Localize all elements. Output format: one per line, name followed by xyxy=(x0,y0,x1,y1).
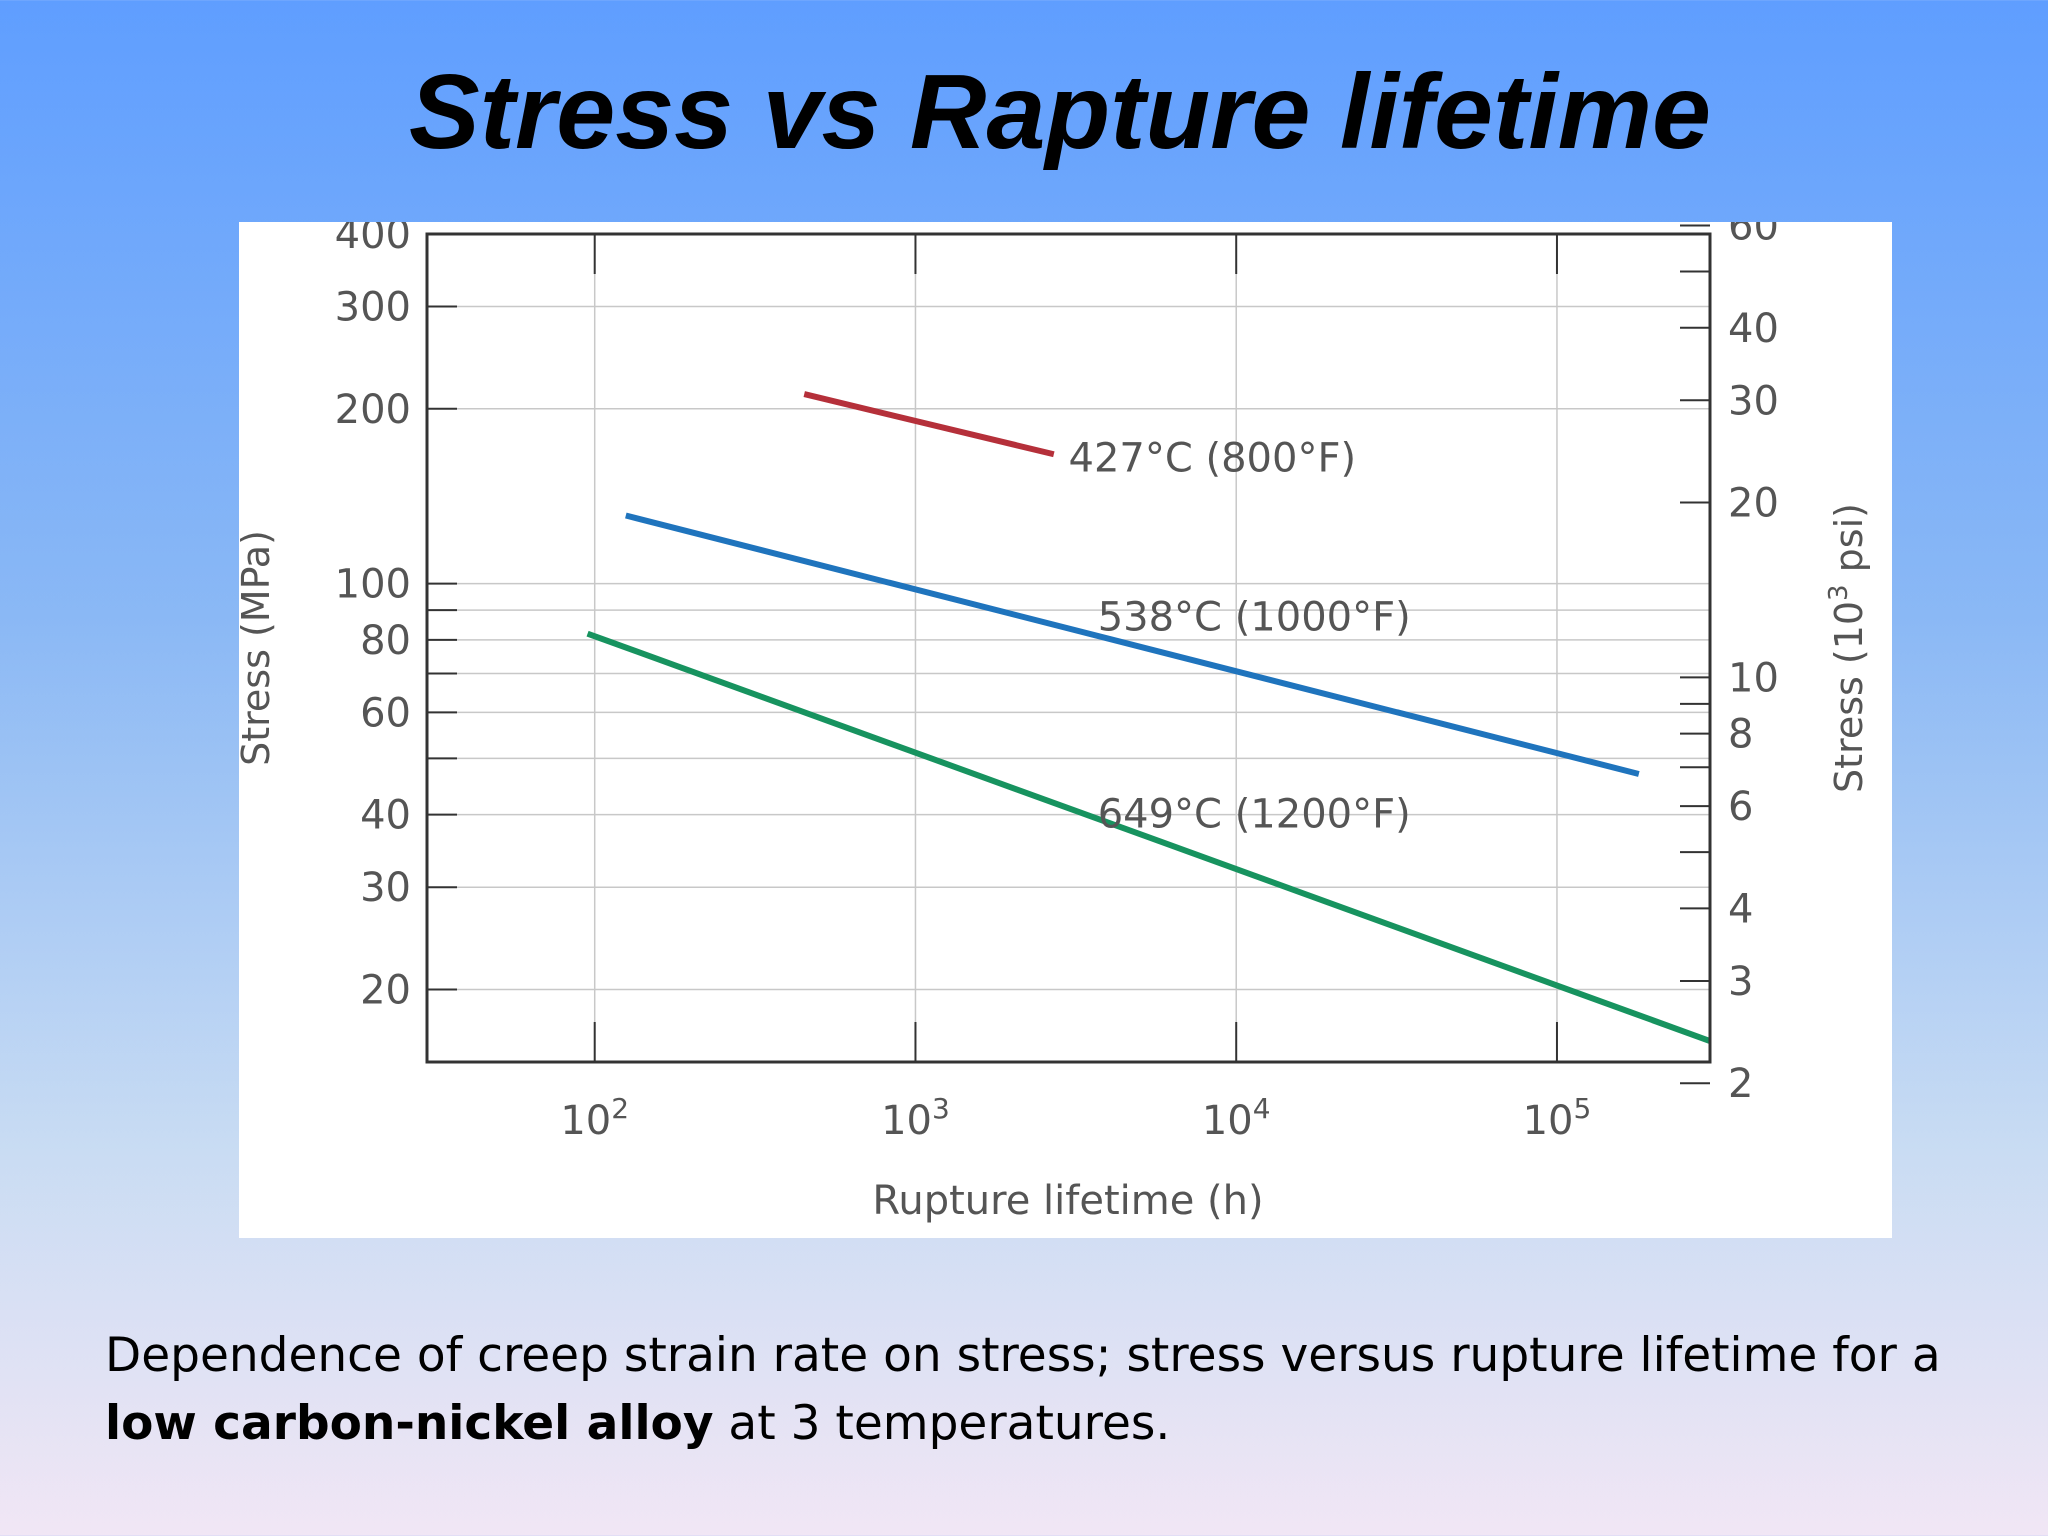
y-axis-label-right-sup: 3 xyxy=(1824,584,1854,601)
plot-frame xyxy=(425,232,1712,1064)
x-axis-label: Rupture lifetime (h) xyxy=(872,1178,1263,1224)
series-annotation: 427°C (800°F) xyxy=(1069,435,1357,481)
y-right-tick-label: 2 xyxy=(1728,1061,1753,1107)
y-left-tick-label: 300 xyxy=(335,285,411,331)
caption-text-2: at 3 temperatures. xyxy=(713,1396,1171,1451)
y-right-tick-label: 4 xyxy=(1728,886,1753,932)
x-tick-label: 104 xyxy=(1202,1092,1271,1145)
y-right-tick-label: 10 xyxy=(1728,655,1779,701)
y-right-tick-label: 6 xyxy=(1728,784,1753,830)
y-left-tick-label: 200 xyxy=(335,387,411,433)
y-right-tick-label: 3 xyxy=(1728,959,1753,1005)
y-left-tick-label: 60 xyxy=(360,690,411,736)
y-left-tick-label: 100 xyxy=(335,562,411,608)
series-line xyxy=(586,630,1712,1044)
y-axis-label-right-suffix: psi) xyxy=(1827,503,1871,584)
series-line xyxy=(625,512,1640,777)
series-annotation: 649°C (1200°F) xyxy=(1098,792,1411,838)
y-right-tick-label: 20 xyxy=(1728,481,1779,527)
caption-text-1: Dependence of creep strain rate on stres… xyxy=(105,1328,1941,1383)
axis-ticks xyxy=(427,224,1710,1085)
y-left-tick-label: 80 xyxy=(360,618,411,664)
y-left-tick-label: 30 xyxy=(360,865,411,911)
x-tick-label: 102 xyxy=(560,1092,629,1145)
y-axis-label-left: Stress (MPa) xyxy=(239,530,278,766)
y-axis-label-right: Stress (103 psi) xyxy=(1824,503,1871,793)
y-right-tick-label: 30 xyxy=(1728,378,1779,424)
gridlines xyxy=(427,233,1710,1062)
x-tick-label: 103 xyxy=(881,1092,950,1145)
y-right-tick-label: 40 xyxy=(1728,306,1779,352)
y-left-tick-label: 400 xyxy=(335,222,411,258)
series-lines xyxy=(586,391,1712,1044)
series-annotation: 538°C (1000°F) xyxy=(1098,595,1411,641)
series-line xyxy=(803,391,1055,458)
y-axis-label-right-prefix: Stress (10 xyxy=(1827,601,1871,793)
slide-title: Stress vs Rapture lifetime xyxy=(409,53,1711,171)
series-annotations: 427°C (800°F) 538°C (1000°F) 649°C (1200°F… xyxy=(1069,435,1411,837)
caption-bold-text: low carbon-nickel alloy xyxy=(105,1396,714,1451)
x-tick-label: 105 xyxy=(1523,1092,1592,1145)
y-left-tick-label: 40 xyxy=(360,793,411,839)
y-left-tick-label: 20 xyxy=(360,967,411,1013)
y-right-tick-label: 60 xyxy=(1728,222,1779,250)
chart-panel: 400 300 200 100 80 60 40 30 20 102 103 104 105 60 40 30… xyxy=(239,222,1892,1238)
y-right-tick-label: 8 xyxy=(1728,712,1753,758)
slide-caption: Dependence of creep strain rate on stres… xyxy=(105,1322,1985,1458)
